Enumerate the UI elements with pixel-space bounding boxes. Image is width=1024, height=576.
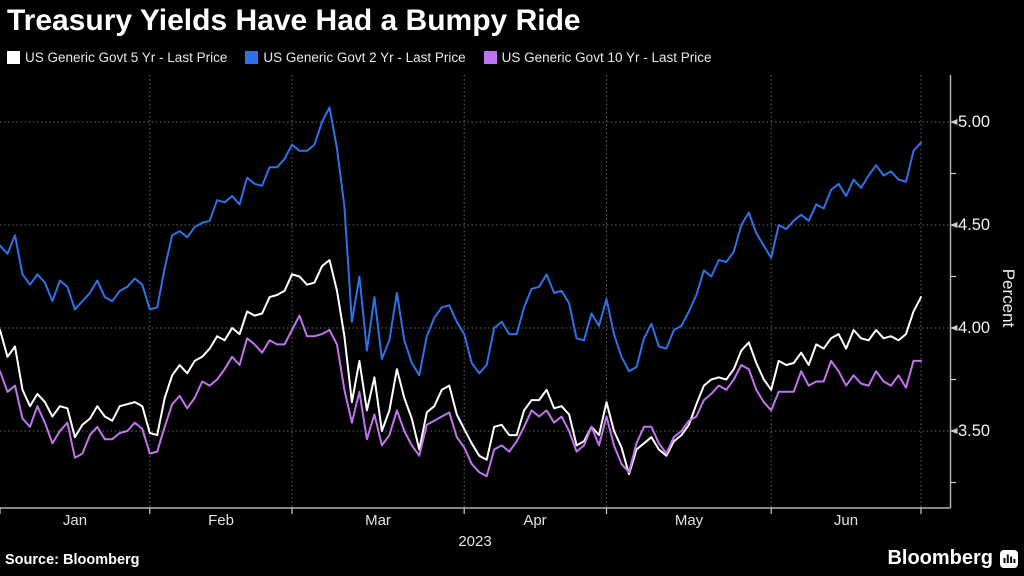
y-tick-label: 5.00 <box>958 113 991 131</box>
x-tick-label: Jun <box>833 512 859 529</box>
y-tick-label: 4.00 <box>958 319 991 337</box>
y-axis-title: Percent <box>999 268 1018 328</box>
legend-item-10yr: US Generic Govt 10 Yr - Last Price <box>483 50 712 65</box>
legend: US Generic Govt 5 Yr - Last Price US Gen… <box>7 50 730 65</box>
legend-label-2yr: US Generic Govt 2 Yr - Last Price <box>263 50 466 65</box>
y-major-tick <box>950 325 958 331</box>
series-line-5yr <box>0 259 922 476</box>
y-tick-label: 3.50 <box>958 422 991 440</box>
y-major-tick <box>950 222 958 228</box>
y-major-tick <box>950 428 958 434</box>
series-line-10yr <box>0 314 922 478</box>
bloomberg-logo: Bloomberg <box>887 547 1018 570</box>
chart-title: Treasury Yields Have Had a Bumpy Ride <box>7 4 581 37</box>
legend-label-10yr: US Generic Govt 10 Yr - Last Price <box>501 50 712 65</box>
legend-item-2yr: US Generic Govt 2 Yr - Last Price <box>245 50 466 65</box>
bloomberg-logo-text: Bloomberg <box>887 547 993 569</box>
legend-swatch-2yr <box>245 51 259 64</box>
legend-swatch-5yr <box>7 51 20 64</box>
source-note: Source: Bloomberg <box>5 552 140 568</box>
series-line-2yr <box>0 106 922 377</box>
year-label: 2023 <box>458 533 492 550</box>
y-tick-label: 4.50 <box>958 216 991 234</box>
plot-area <box>0 75 1024 520</box>
legend-item-5yr: US Generic Govt 5 Yr - Last Price <box>7 50 227 65</box>
x-tick-label: Feb <box>208 512 234 529</box>
x-tick-label: May <box>674 512 704 529</box>
legend-swatch-10yr <box>483 51 497 64</box>
bar-levels-icon <box>1000 549 1018 568</box>
legend-label-5yr: US Generic Govt 5 Yr - Last Price <box>25 50 228 65</box>
x-tick-label: Apr <box>523 512 547 529</box>
y-major-tick <box>950 119 958 125</box>
x-tick-label: Jan <box>62 512 88 529</box>
x-tick-label: Mar <box>365 512 391 529</box>
yield-chart-svg <box>0 75 958 514</box>
